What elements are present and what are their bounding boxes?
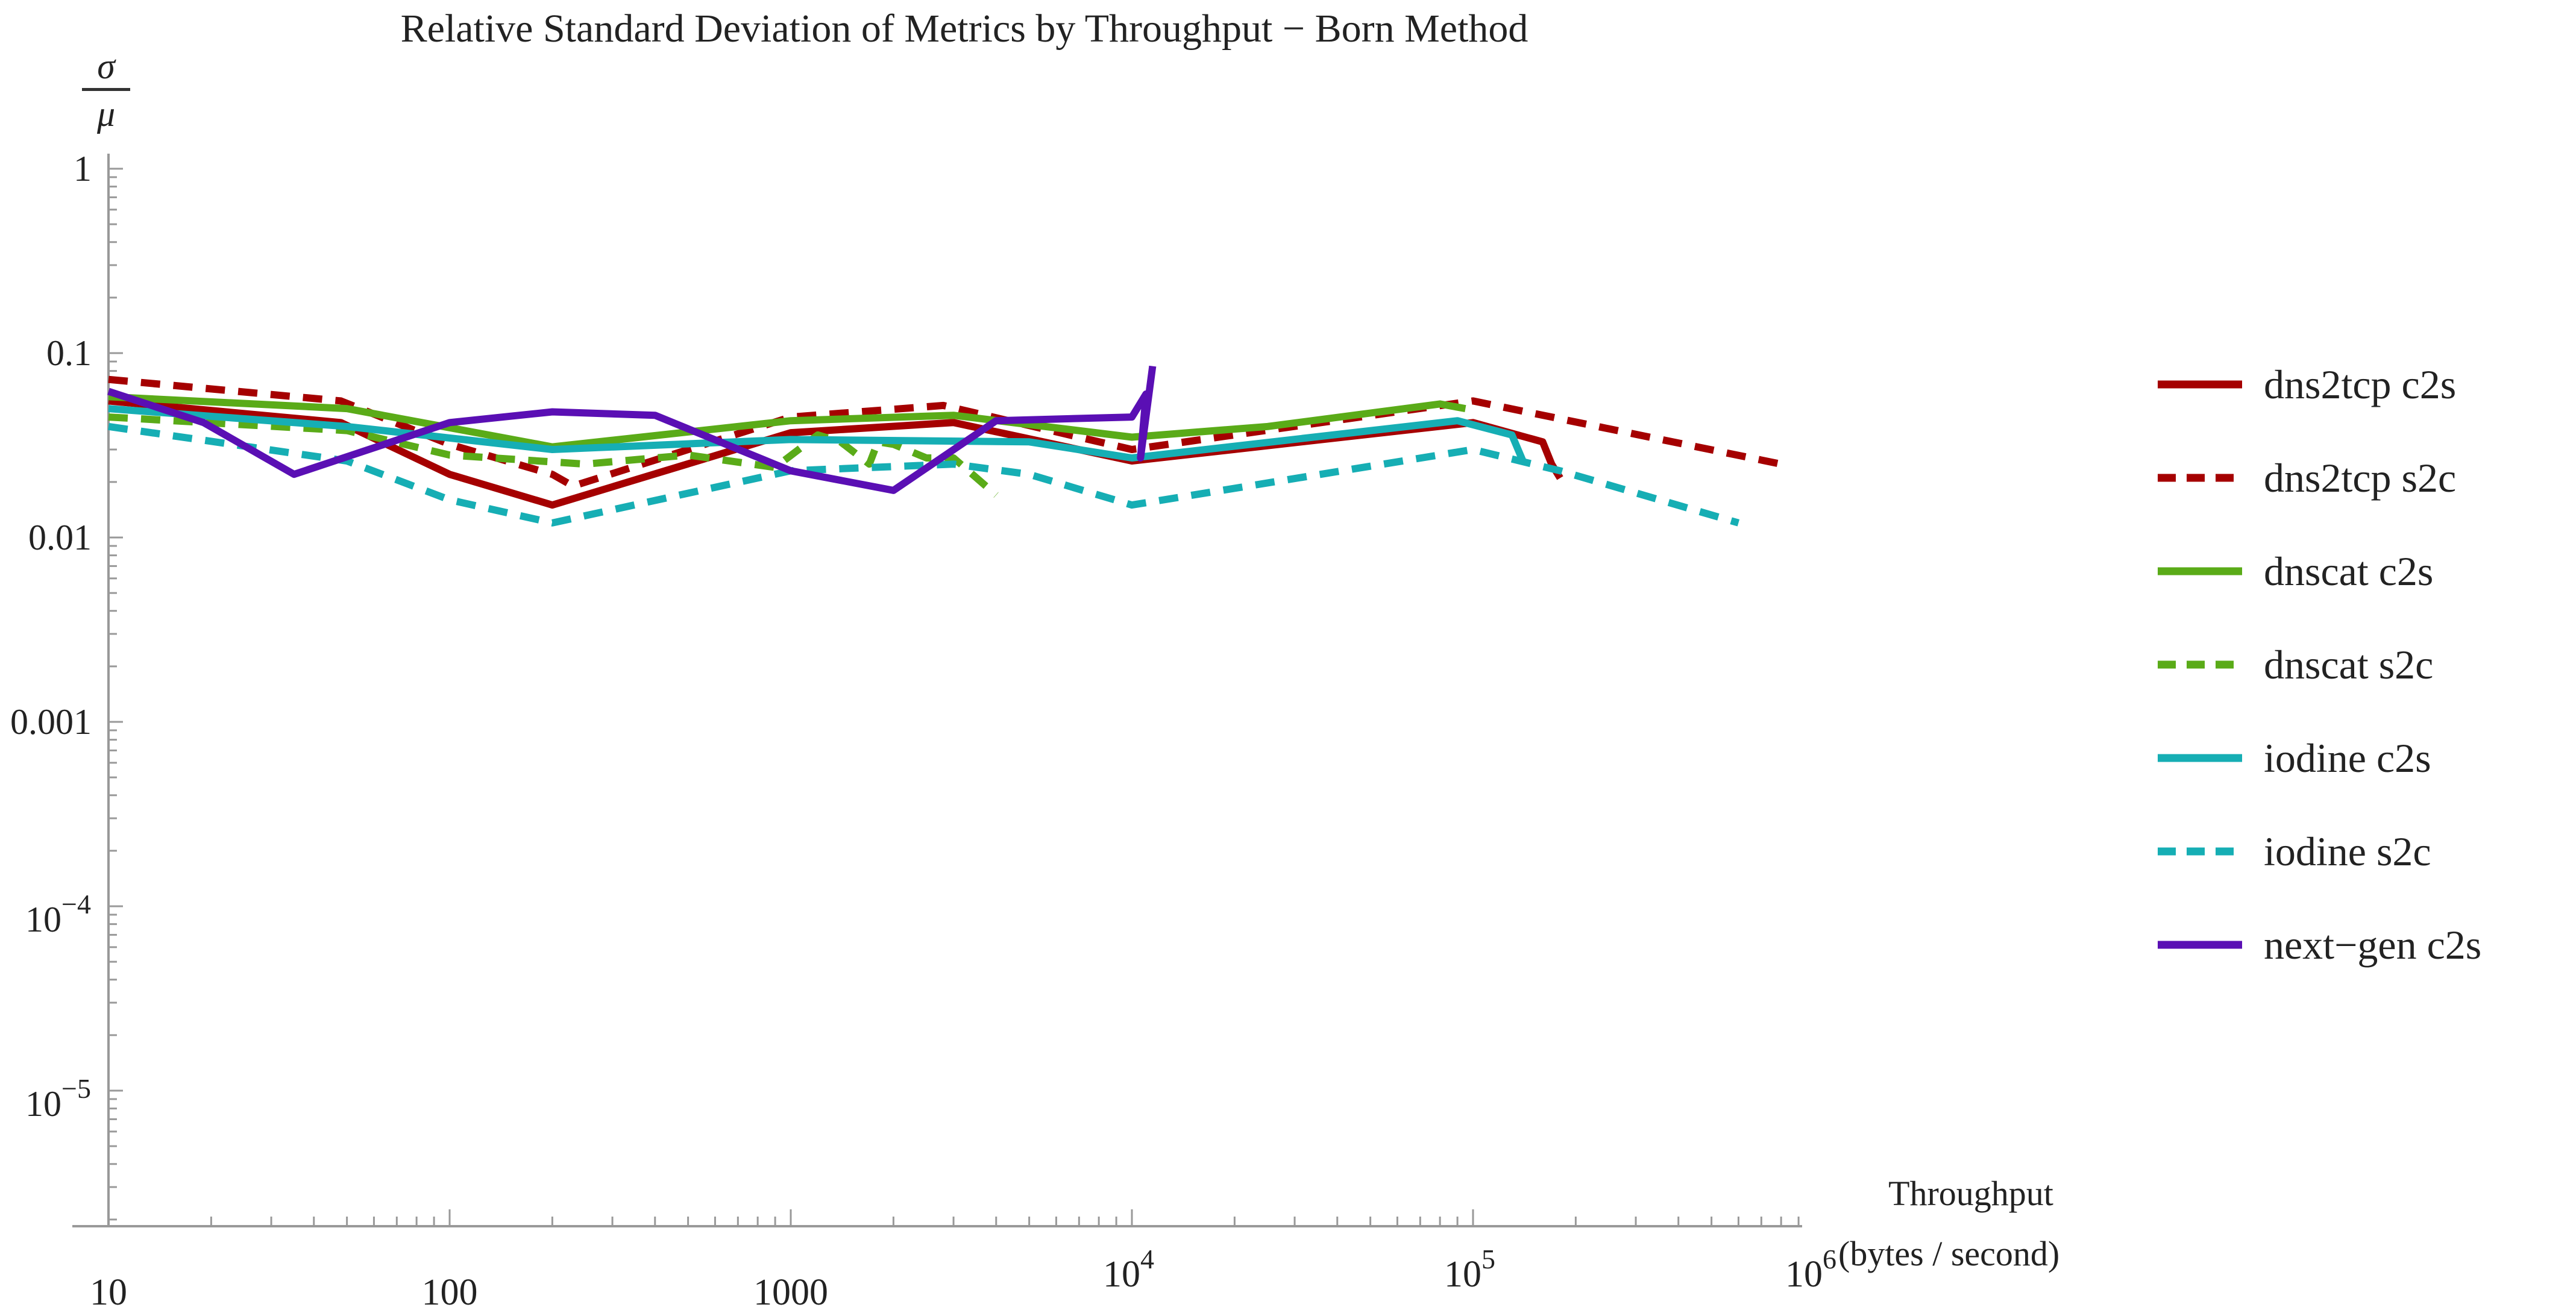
chart-title: Relative Standard Deviation of Metrics b… — [400, 7, 1528, 51]
legend-label: dnscat c2s — [2264, 548, 2434, 594]
y-tick-label: 0.01 — [28, 518, 92, 557]
legend-label: iodine s2c — [2264, 828, 2431, 874]
legend-item: dnscat s2c — [2158, 618, 2556, 711]
y-tick-label-base: 0.001 — [10, 702, 92, 742]
y-axis-label: σ μ — [82, 47, 130, 133]
legend-label: dns2tcp c2s — [2264, 361, 2457, 407]
x-tick-label-power: 5 — [1481, 1244, 1495, 1274]
x-tick-label: 104 — [1103, 1244, 1154, 1295]
y-axis-label-denominator: μ — [96, 94, 116, 134]
x-tick-label: 100 — [422, 1272, 478, 1313]
y-tick-label-base: 0.01 — [28, 518, 92, 557]
legend-item: next−gen c2s — [2158, 898, 2556, 991]
legend-item: dnscat c2s — [2158, 524, 2556, 618]
y-tick-label: 0.1 — [46, 333, 92, 373]
x-tick-label: 1000 — [753, 1272, 828, 1313]
legend-swatch — [2158, 567, 2242, 575]
series-line-dns2tcp-c2s — [108, 397, 1563, 509]
x-tick-label-power: 6 — [1823, 1244, 1836, 1274]
y-tick-label-power: −4 — [61, 889, 91, 920]
series-layer — [107, 365, 1782, 527]
legend-item: iodine s2c — [2158, 804, 2556, 898]
legend-item: dns2tcp s2c — [2158, 431, 2556, 524]
legend-label: next−gen c2s — [2264, 921, 2482, 968]
legend-swatch — [2158, 474, 2242, 481]
x-tick-label-base: 10 — [1785, 1254, 1823, 1295]
y-tick-label: 10−5 — [25, 1073, 91, 1124]
y-tick-label-power: −5 — [61, 1073, 91, 1104]
series-line-next-gen-c2s — [107, 365, 1157, 494]
y-tick-label-base: 1 — [74, 149, 92, 189]
legend-swatch — [2158, 660, 2242, 668]
x-tick-label-power: 4 — [1140, 1244, 1154, 1274]
legend-label: dnscat s2c — [2264, 641, 2434, 688]
x-tick-label: 106 — [1785, 1244, 1836, 1295]
legend-swatch — [2158, 380, 2242, 388]
legend-swatch — [2158, 941, 2242, 948]
legend-swatch — [2158, 847, 2242, 855]
y-tick-label-base: 10 — [25, 1084, 61, 1124]
y-axis-label-numerator: σ — [82, 47, 130, 91]
legend-label: iodine c2s — [2264, 735, 2431, 781]
legend-item: iodine c2s — [2158, 711, 2556, 804]
legend-swatch — [2158, 754, 2242, 762]
x-tick-label: 10 — [90, 1272, 127, 1313]
series-line-dns2tcp-s2c — [108, 375, 1782, 490]
legend-item: dns2tcp c2s — [2158, 337, 2556, 431]
x-axis-units: (bytes / second) — [1838, 1234, 2060, 1273]
y-tick-label-base: 10 — [25, 900, 61, 939]
legend: dns2tcp c2s dns2tcp s2c dnscat c2s dnscat s… — [2158, 337, 2556, 991]
y-tick-label: 0.001 — [10, 702, 92, 742]
y-tick-label-base: 0.1 — [46, 333, 92, 373]
x-tick-label-base: 100 — [422, 1272, 478, 1313]
x-tick-label-base: 1000 — [753, 1272, 828, 1313]
x-tick-label-base: 10 — [1103, 1254, 1140, 1295]
legend-label: dns2tcp s2c — [2264, 454, 2457, 501]
series-line-iodine-s2c — [108, 422, 1740, 527]
x-axis-label: Throughput — [1888, 1174, 2053, 1213]
y-tick-label: 10−4 — [25, 889, 91, 939]
series-line-dnscat-c2s — [108, 393, 1466, 451]
series-line-dnscat-s2c — [108, 413, 999, 498]
x-tick-label-base: 10 — [1444, 1254, 1481, 1295]
x-tick-label: 105 — [1444, 1244, 1495, 1295]
y-tick-label: 1 — [74, 149, 92, 189]
x-tick-label-base: 10 — [90, 1272, 127, 1313]
